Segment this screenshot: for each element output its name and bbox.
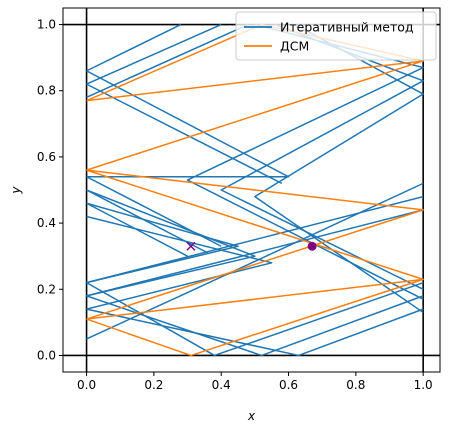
series-1-line-1 bbox=[86, 60, 424, 171]
y-tick-label: 0.0 bbox=[37, 348, 56, 362]
series-1-line-2 bbox=[86, 169, 424, 320]
series-1-line-5 bbox=[86, 318, 192, 357]
legend-label: Итеративный метод bbox=[280, 20, 414, 35]
series-1-line-3 bbox=[86, 278, 424, 357]
marker-x bbox=[186, 241, 196, 251]
y-axis-label: y bbox=[9, 186, 23, 195]
series-0-line-17 bbox=[86, 215, 273, 310]
y-tick-label: 0.2 bbox=[37, 282, 56, 296]
series-0-line-19 bbox=[261, 295, 424, 357]
series-0-line-20 bbox=[214, 281, 424, 357]
x-tick-label: 0.4 bbox=[212, 378, 231, 392]
marker-circle bbox=[307, 241, 317, 251]
series-0-line-15 bbox=[86, 202, 239, 284]
y-tick-label: 0.8 bbox=[37, 84, 56, 98]
series-0-line-0 bbox=[86, 23, 182, 72]
series-0-line-11 bbox=[86, 182, 424, 340]
series-0-line-14 bbox=[86, 308, 299, 357]
series-0-line-1 bbox=[86, 23, 222, 85]
y-tick-label: 0.6 bbox=[37, 150, 56, 164]
x-tick-label: 0.6 bbox=[279, 378, 298, 392]
x-tick-label: 1.0 bbox=[414, 378, 433, 392]
axes-frame bbox=[62, 7, 441, 373]
legend-label: ДСМ bbox=[280, 39, 309, 54]
x-tick-label: 0.0 bbox=[77, 378, 96, 392]
series-0-line-10 bbox=[254, 23, 424, 314]
series-0-line-13 bbox=[85, 209, 424, 357]
series-0-line-16 bbox=[86, 189, 256, 297]
legend-box bbox=[235, 11, 437, 61]
series-0-line-4 bbox=[86, 83, 283, 185]
x-axis-label: x bbox=[247, 409, 256, 423]
series-1-line-4 bbox=[86, 169, 424, 281]
series-0-line-18 bbox=[298, 308, 424, 357]
y-tick-label: 1.0 bbox=[37, 18, 56, 32]
series-0-line-12 bbox=[85, 195, 424, 357]
x-tick-label: 0.2 bbox=[144, 378, 163, 392]
y-tick-label: 0.4 bbox=[37, 216, 56, 230]
x-tick-label: 0.8 bbox=[346, 378, 365, 392]
series-0-line-2 bbox=[86, 23, 249, 99]
